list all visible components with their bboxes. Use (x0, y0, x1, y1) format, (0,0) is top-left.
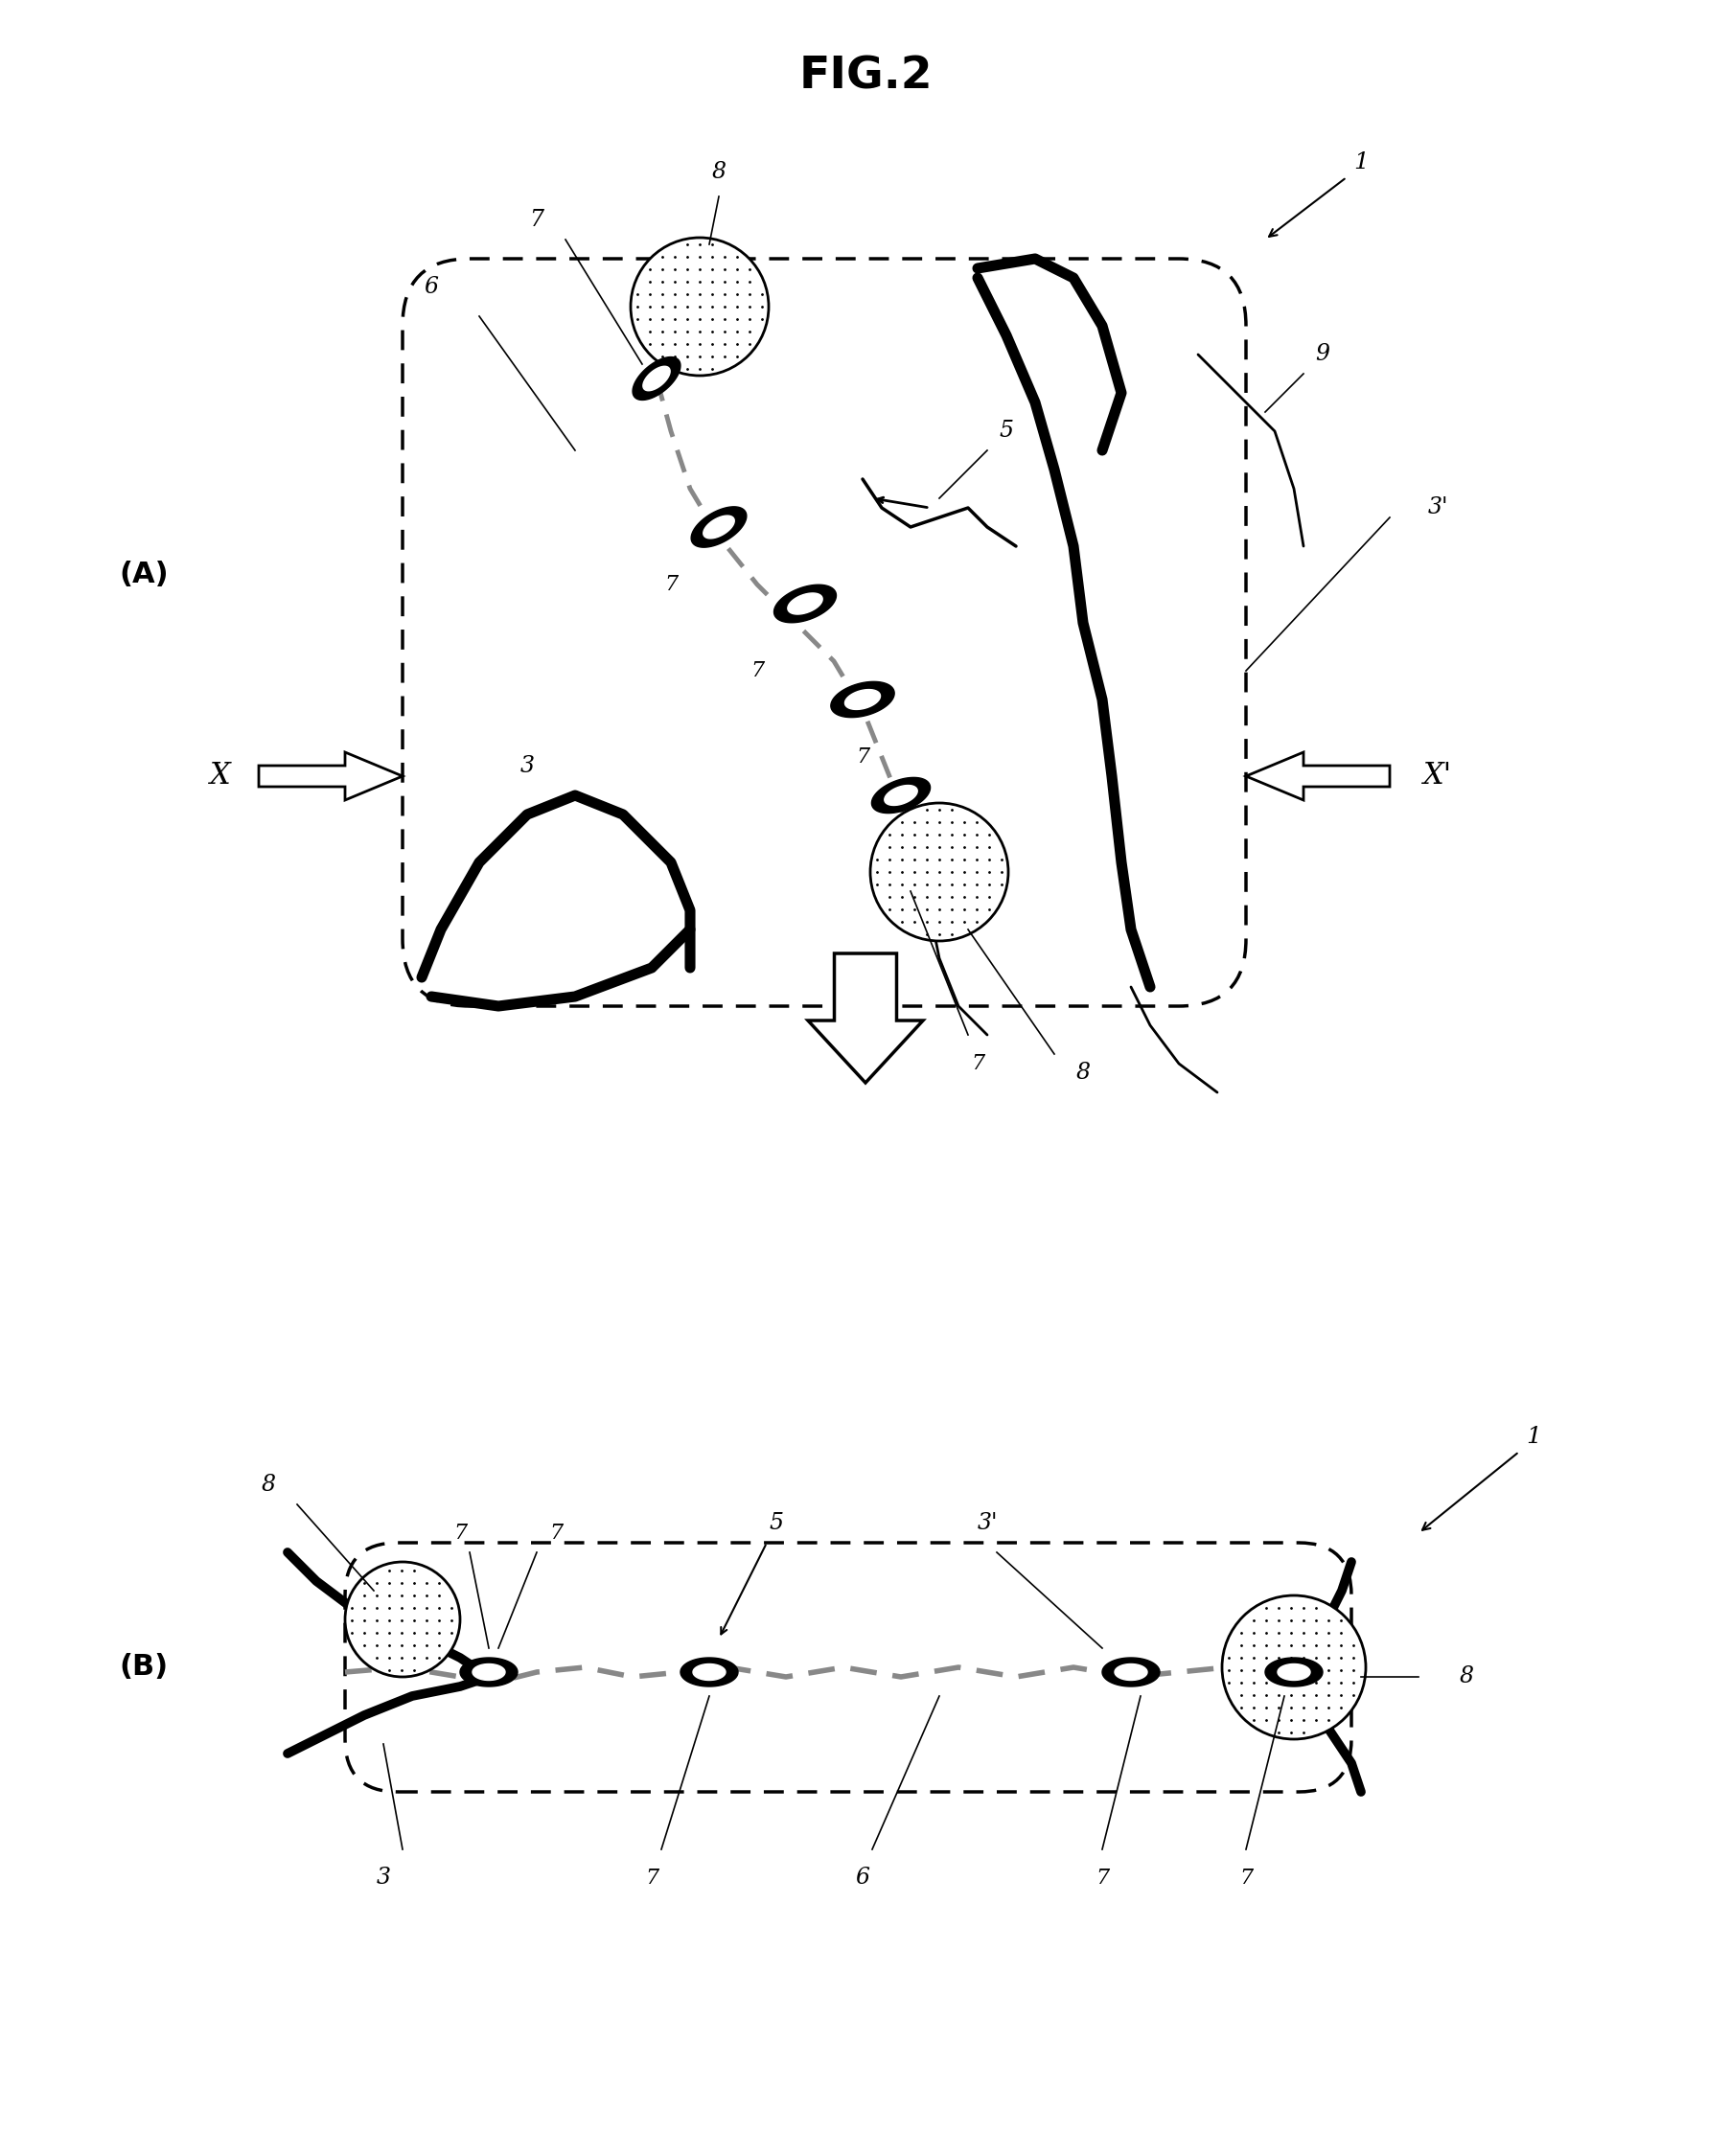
Text: 7: 7 (1239, 1867, 1253, 1889)
Polygon shape (1277, 1664, 1310, 1680)
Text: (A): (A) (119, 561, 168, 589)
Polygon shape (872, 778, 929, 813)
Text: 7: 7 (855, 746, 868, 768)
Polygon shape (472, 1664, 505, 1680)
Text: 6: 6 (855, 1867, 868, 1889)
Text: 3: 3 (375, 1867, 391, 1889)
Polygon shape (830, 681, 894, 718)
Polygon shape (690, 507, 746, 548)
Text: 5: 5 (768, 1514, 784, 1535)
Text: 7: 7 (645, 1867, 657, 1889)
Polygon shape (460, 1658, 517, 1686)
Polygon shape (1102, 1658, 1159, 1686)
Polygon shape (787, 593, 822, 614)
Text: 6: 6 (424, 276, 438, 298)
Text: 8: 8 (1076, 1063, 1090, 1084)
Text: X': X' (1422, 761, 1451, 791)
Text: 1: 1 (1353, 151, 1368, 175)
Polygon shape (1265, 1658, 1322, 1686)
Text: FIG.2: FIG.2 (798, 56, 932, 99)
Text: 7: 7 (548, 1522, 562, 1544)
Polygon shape (884, 785, 917, 806)
Text: 3': 3' (976, 1514, 996, 1535)
Polygon shape (773, 584, 836, 623)
Polygon shape (1114, 1664, 1147, 1680)
Polygon shape (260, 752, 403, 800)
Text: 8: 8 (261, 1475, 275, 1496)
Text: 5: 5 (998, 420, 1014, 442)
Text: 7: 7 (1095, 1867, 1109, 1889)
Text: 8: 8 (711, 162, 725, 183)
Polygon shape (631, 358, 680, 401)
Polygon shape (680, 1658, 737, 1686)
Circle shape (870, 802, 1009, 940)
Polygon shape (1246, 752, 1389, 800)
Text: 3': 3' (1427, 496, 1448, 520)
Text: 7: 7 (529, 209, 543, 231)
Text: 7: 7 (664, 573, 678, 595)
Text: 7: 7 (453, 1522, 467, 1544)
Polygon shape (692, 1664, 725, 1680)
Text: 7: 7 (971, 1052, 984, 1074)
Text: 1: 1 (1526, 1427, 1540, 1449)
Circle shape (1221, 1595, 1365, 1740)
Circle shape (630, 237, 768, 375)
Text: 8: 8 (1458, 1667, 1472, 1688)
Polygon shape (844, 690, 881, 709)
Text: X: X (209, 761, 230, 791)
Circle shape (344, 1561, 460, 1677)
Polygon shape (702, 515, 734, 539)
Text: 3: 3 (519, 755, 535, 778)
Text: (B): (B) (119, 1654, 168, 1682)
Polygon shape (642, 367, 670, 390)
Text: 9: 9 (1315, 343, 1329, 367)
Polygon shape (808, 953, 922, 1082)
Text: 7: 7 (751, 660, 763, 681)
